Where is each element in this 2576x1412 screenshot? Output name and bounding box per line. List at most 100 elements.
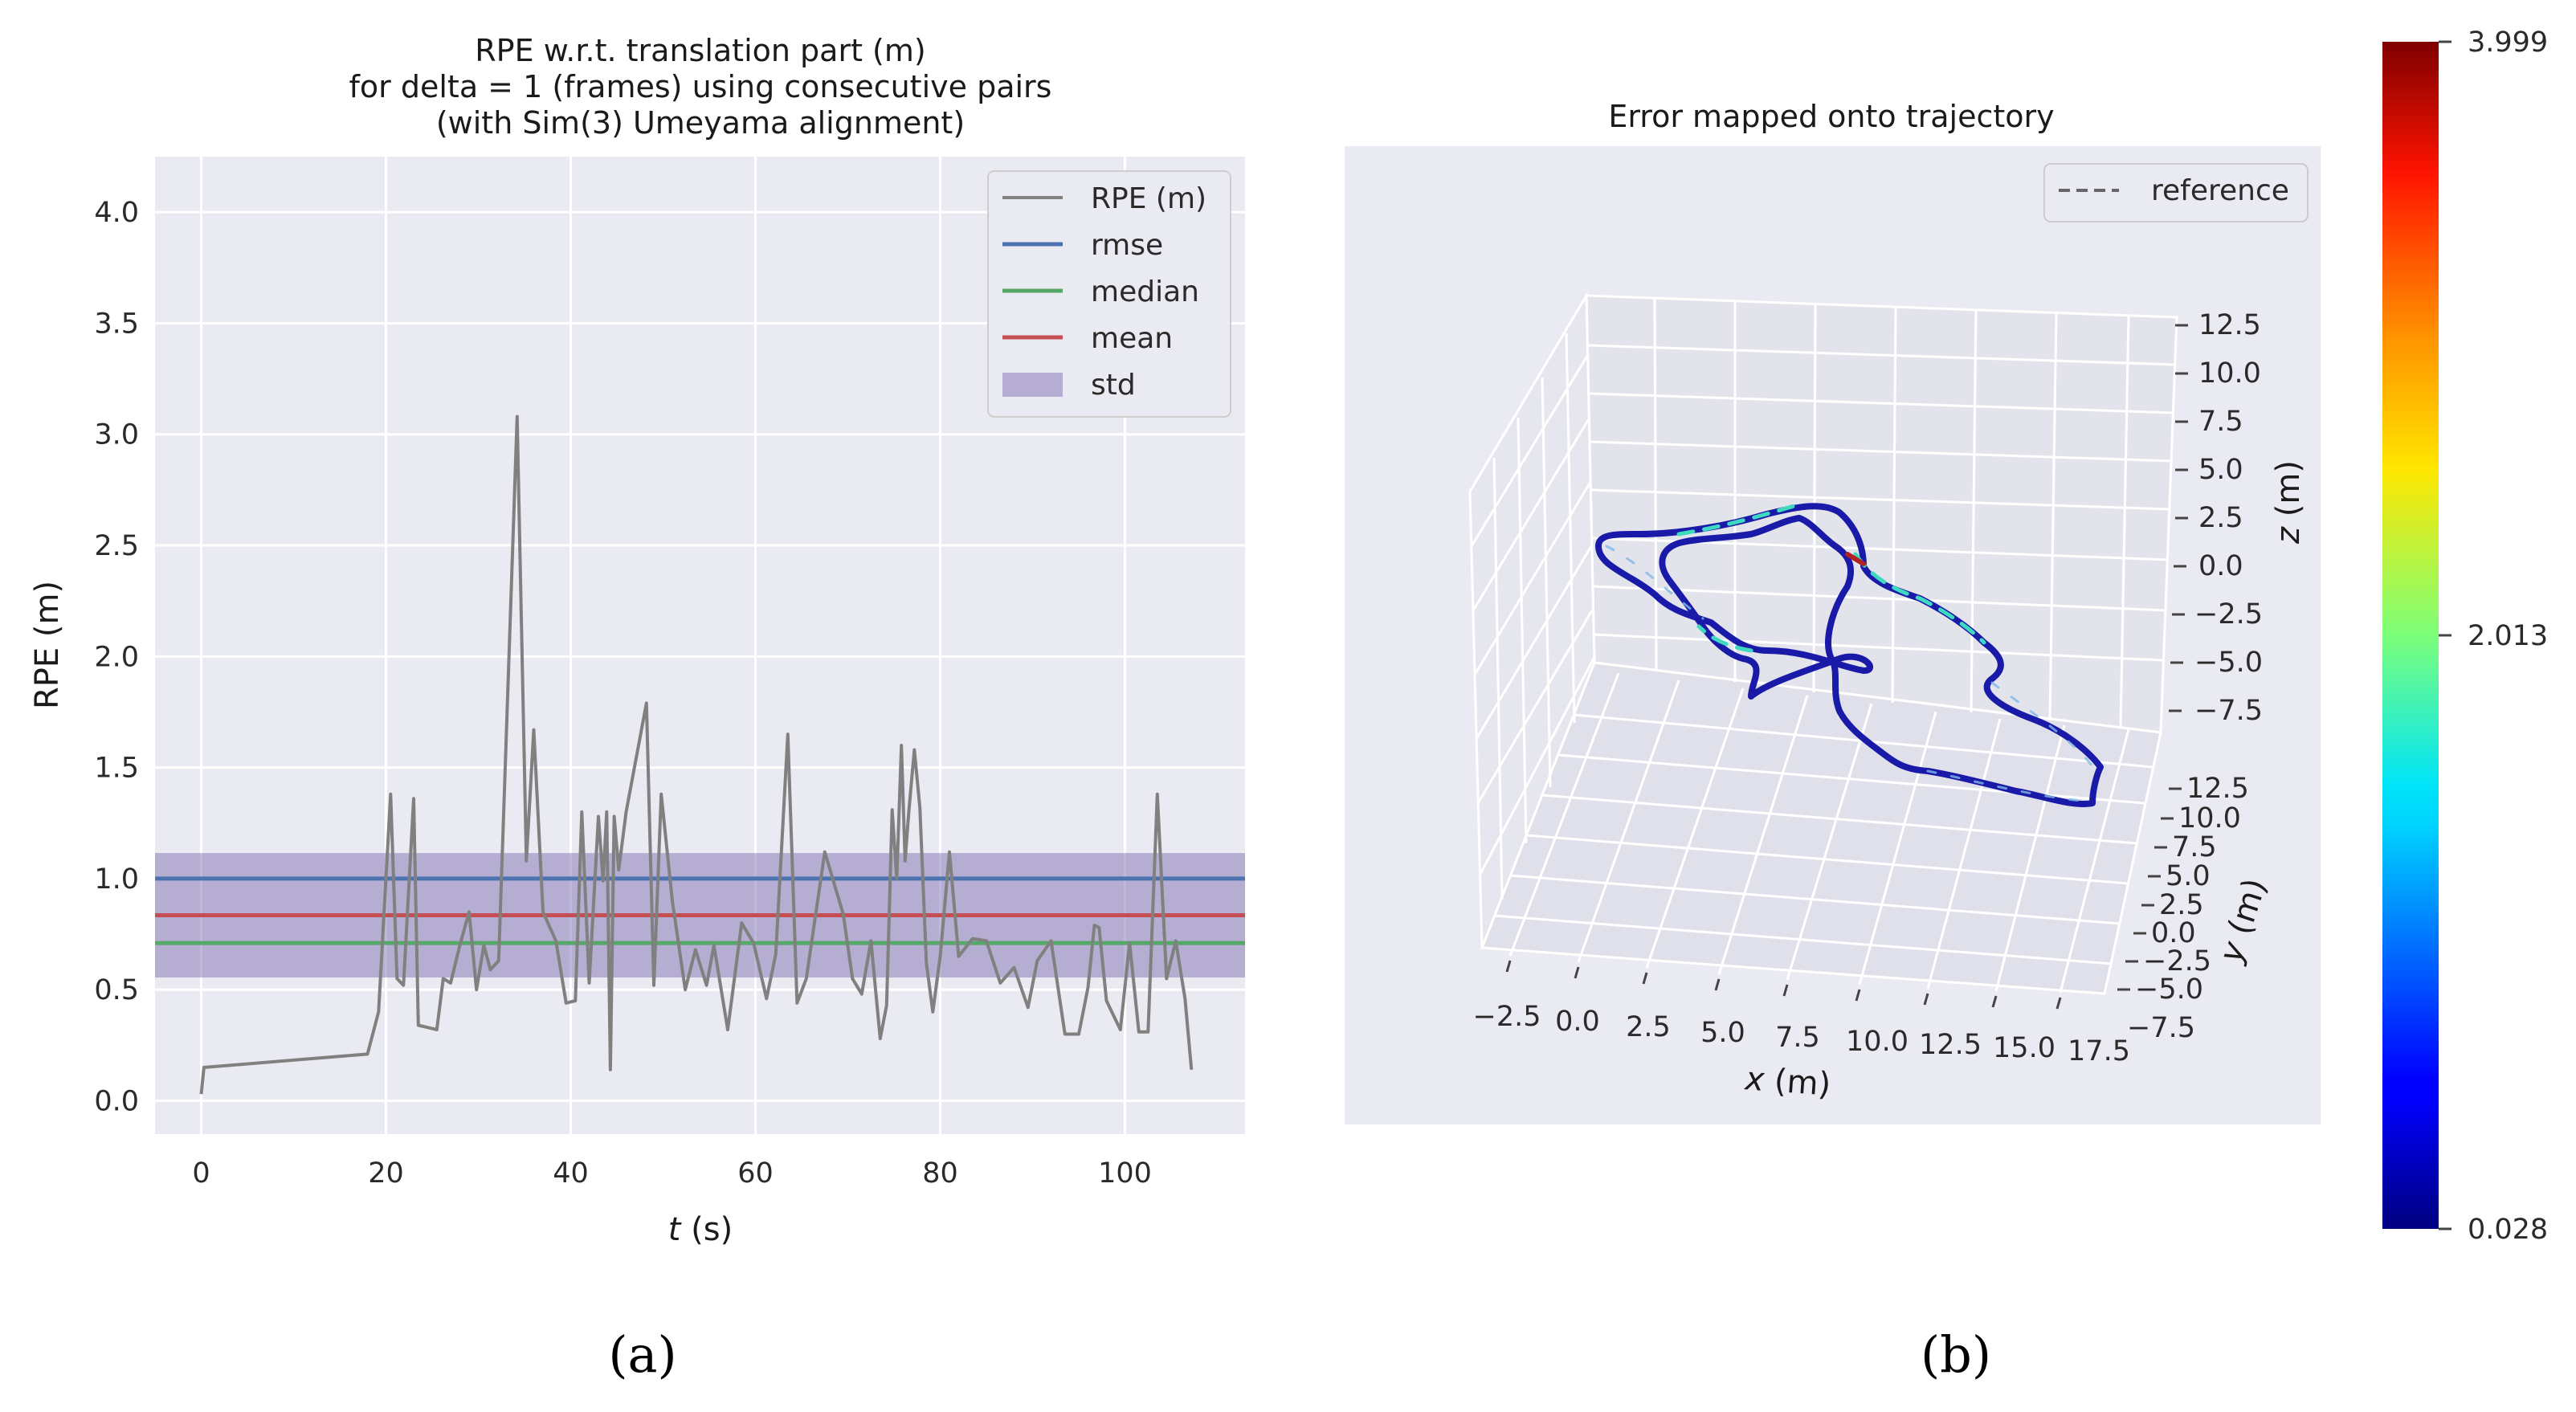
- y-tick-label: −7.5: [2127, 1012, 2195, 1044]
- legend-reference-label: reference: [2151, 174, 2289, 207]
- x-tick: [1642, 972, 1648, 985]
- chart-b-z-axis-label: z (m): [2270, 460, 2307, 545]
- chart-a-x-tick-label: 60: [737, 1157, 774, 1190]
- grid: [1717, 695, 1809, 975]
- chart-b-title: Error mapped onto trajectory: [1608, 99, 2054, 134]
- 3d-floor-pane: [1480, 661, 2162, 995]
- chart-a-legend: RPE (m) rmse median mean std: [987, 170, 1231, 418]
- grid: [1525, 834, 2129, 885]
- grid: [1970, 309, 1978, 713]
- x-tick-label: 7.5: [1775, 1022, 1820, 1054]
- grid: [2059, 728, 2130, 994]
- x-tick: [1923, 993, 1929, 1006]
- x-tick: [1782, 984, 1789, 997]
- chart-a-title-line-3: (with Sim(3) Umeyama alignment): [436, 105, 965, 141]
- chart-a-x-tick-label: 100: [1098, 1157, 1152, 1190]
- grid: [1589, 440, 2173, 463]
- y-tick-label: −2.5: [2143, 945, 2211, 977]
- grid: [1858, 711, 1937, 986]
- y-tick-label: 2.5: [2159, 889, 2204, 921]
- rpe-series-line: [199, 414, 1194, 1095]
- y-tick-label: 0.0: [2151, 917, 2196, 949]
- chart-a-x-tick-label: 20: [368, 1157, 404, 1190]
- colorbar: 3.999 2.013 0.028: [2382, 27, 2548, 1246]
- x-tick-label: 12.5: [1919, 1029, 1982, 1061]
- chart-a-y-axis-label: RPE (m): [29, 581, 66, 709]
- chart-b-y-axis-label: y (m): [2212, 874, 2274, 968]
- x-tick-label: 15.0: [1993, 1032, 2055, 1064]
- x-tick-label: 5.0: [1700, 1017, 1745, 1049]
- x-tick-label: 0.0: [1555, 1006, 1600, 1038]
- z-tick-label: −5.0: [2194, 647, 2263, 679]
- grid: [1587, 344, 2176, 366]
- legend-median-label: median: [1091, 275, 1199, 308]
- chart-a-y-tick-label: 0.5: [94, 974, 139, 1006]
- x-tick: [1991, 995, 1998, 1008]
- grid: [1994, 724, 2066, 992]
- chart-a-x-axis-unit: (s): [680, 1211, 733, 1248]
- grid: [1470, 353, 1590, 547]
- chart-a-x-axis-label: t (s): [668, 1211, 733, 1248]
- chart-b-z-axis-unit: (m): [2270, 460, 2307, 527]
- panel-label-a: (a): [608, 1325, 676, 1384]
- colorbar-label-mid: 2.013: [2468, 620, 2548, 652]
- grid: [1476, 610, 1594, 804]
- x-tick: [1714, 978, 1721, 991]
- legend-rmse-label: rmse: [1091, 229, 1163, 262]
- chart-a-x-axis-var: t: [668, 1211, 682, 1248]
- z-tick-label: 7.5: [2198, 406, 2243, 438]
- z-tick-label: −7.5: [2194, 695, 2263, 727]
- z-tick-label: 5.0: [2198, 454, 2243, 486]
- chart-a-y-tick-label: 3.0: [94, 419, 139, 451]
- grid: [1926, 718, 2002, 990]
- chart-a-x-tick-label: 40: [553, 1157, 589, 1190]
- grid: [1588, 392, 2174, 414]
- legend-rpe-label: RPE (m): [1091, 182, 1206, 215]
- grid: [1517, 417, 1528, 844]
- chart-a-stat-lines: [155, 876, 1245, 945]
- colorbar-label-max: 3.999: [2468, 27, 2548, 59]
- chart-b-y-tick-marks: [2117, 787, 2182, 991]
- chart-b-x-axis-label: x (m): [1742, 1060, 1832, 1103]
- grid: [1472, 417, 1591, 611]
- y-tick-label: 7.5: [2172, 831, 2217, 863]
- chart-a-y-tick-label: 3.5: [94, 308, 139, 340]
- grid: [1478, 658, 1595, 876]
- chart-b-3d-box: [1468, 291, 2178, 995]
- grid: [2048, 312, 2058, 721]
- grid: [1509, 874, 2121, 925]
- grid: [1891, 306, 1897, 704]
- legend-std-label: std: [1091, 369, 1136, 402]
- chart-a-x-tick-label: 80: [922, 1157, 958, 1190]
- trajectory-reference-dashes: [1605, 545, 2098, 803]
- grid: [1508, 672, 1620, 957]
- chart-b-z-tick-marks: [2169, 324, 2188, 712]
- chart-a-y-ticks: 0.0 0.5 1.0 1.5 2.0 2.5 3.0 3.5 4.0: [94, 197, 139, 1117]
- chart-b-x-tick-marks: [1505, 960, 2062, 1010]
- chart-a: RPE w.r.t. translation part (m) for delt…: [29, 33, 1245, 1384]
- y-tick-label: −5.0: [2135, 973, 2203, 1006]
- x-tick-label: 17.5: [2068, 1035, 2130, 1067]
- colorbar-gradient: [2382, 42, 2439, 1229]
- chart-a-y-tick-label: 4.0: [94, 197, 139, 229]
- trajectory-highlight-cyan: [1676, 502, 1986, 653]
- chart-a-x-ticks: 0 20 40 60 80 100: [192, 1157, 1152, 1190]
- x-tick: [1505, 960, 1512, 973]
- chart-b-x-ticks: −2.5 0.0 2.5 5.0 7.5 10.0 12.5 15.0 17.5: [1473, 1001, 2130, 1067]
- chart-a-legend-box: [987, 170, 1231, 418]
- grid: [1786, 703, 1873, 981]
- grid: [1653, 297, 1658, 672]
- grid: [1592, 633, 2165, 662]
- grid: [1565, 333, 1576, 724]
- colorbar-label-min: 0.028: [2468, 1214, 2548, 1246]
- y-tick-label: 5.0: [2166, 860, 2211, 892]
- z-tick-label: 0.0: [2198, 550, 2243, 582]
- grid: [1590, 488, 2171, 511]
- chart-b-legend-box: [2043, 163, 2309, 222]
- y-tick-label: 12.5: [2186, 773, 2249, 805]
- trajectory: [1595, 502, 2104, 807]
- grid: [1591, 585, 2167, 612]
- z-tick-label: 10.0: [2198, 357, 2261, 390]
- chart-b: Error mapped onto trajectory: [1345, 99, 2321, 1384]
